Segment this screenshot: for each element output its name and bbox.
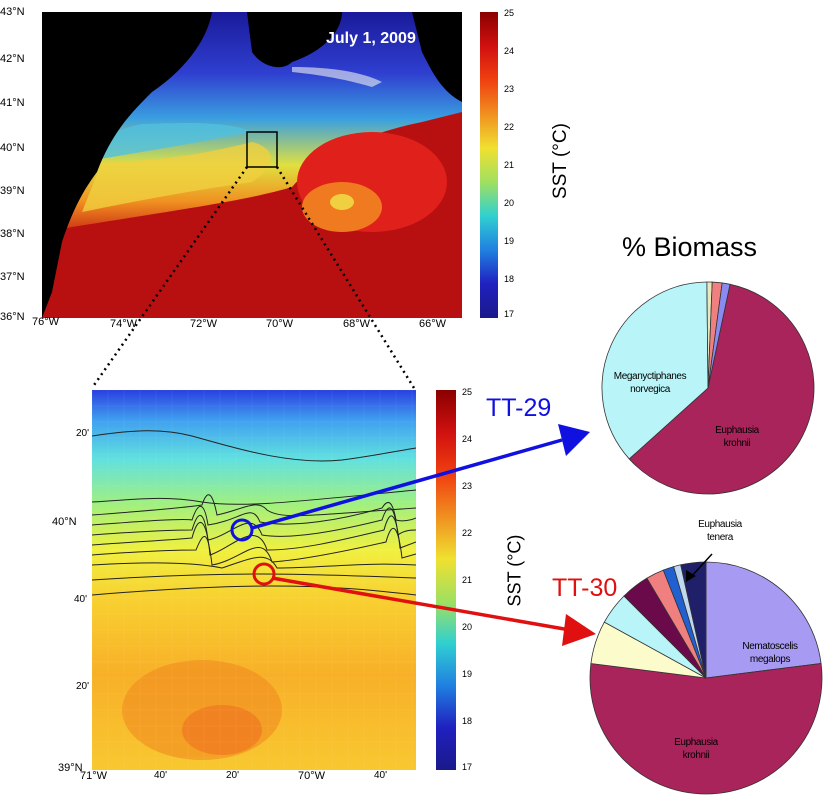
colorbar-tick: 20 bbox=[504, 198, 515, 208]
pie-tt29 bbox=[601, 281, 815, 495]
lat-tick: 42°N bbox=[0, 53, 25, 65]
colorbar-tick: 18 bbox=[504, 274, 515, 284]
pie-slice bbox=[589, 663, 823, 795]
lon-tick: 72°W bbox=[190, 318, 218, 330]
lat-tick: 38°N bbox=[0, 228, 25, 240]
colorbar-tick: 18 bbox=[462, 716, 473, 726]
lon-tick: 40' bbox=[374, 770, 388, 781]
station-label-tt29: TT-29 bbox=[486, 394, 552, 422]
label-line: Euphausia bbox=[674, 737, 718, 748]
top-colorbar-label: SST (°C) bbox=[550, 123, 571, 199]
lat-tick: 20' bbox=[76, 681, 90, 692]
colorbar-tick: 25 bbox=[462, 387, 473, 397]
lon-tick: 40' bbox=[154, 770, 168, 781]
station-label-tt30: TT-30 bbox=[552, 574, 618, 602]
label-line: Meganyctiphanes bbox=[613, 371, 687, 382]
lon-tick: 70°W bbox=[298, 770, 326, 782]
lon-tick: 68°W bbox=[343, 318, 371, 330]
zoom-map-image bbox=[91, 390, 417, 770]
zoom-sst-map bbox=[91, 390, 417, 770]
lat-tick: 39°N bbox=[58, 762, 83, 774]
pie-slice bbox=[707, 282, 731, 389]
pie-tt30 bbox=[589, 561, 823, 795]
station-tt29-marker bbox=[230, 518, 254, 542]
lat-tick: 40°N bbox=[0, 142, 25, 154]
label-line: Euphausia bbox=[715, 425, 759, 436]
label-line: tenera bbox=[707, 532, 733, 543]
label-line: krohnii bbox=[682, 750, 710, 761]
station-tt30-marker bbox=[252, 562, 276, 586]
colorbar-tick: 21 bbox=[462, 575, 473, 585]
colorbar-tick: 17 bbox=[462, 762, 473, 772]
zoom-colorbar bbox=[436, 390, 456, 770]
lon-tick: 76°W bbox=[32, 316, 60, 328]
colorbar-tick: 23 bbox=[504, 84, 515, 94]
colorbar-tick: 22 bbox=[462, 528, 473, 538]
colorbar-tick: 19 bbox=[462, 669, 473, 679]
pie-label-meganyctiphanes: Meganyctiphanes norvegica bbox=[600, 370, 700, 396]
lat-tick: 37°N bbox=[0, 271, 25, 283]
lat-tick: 40°N bbox=[52, 516, 77, 528]
colorbar-tick: 17 bbox=[504, 309, 515, 319]
lon-tick: 74°W bbox=[110, 318, 138, 330]
lon-tick: 70°W bbox=[266, 318, 294, 330]
lat-tick: 39°N bbox=[0, 185, 25, 197]
pie-label-euphausia-tenera: Euphausia tenera bbox=[680, 518, 760, 544]
lon-tick: 20' bbox=[226, 770, 240, 781]
top-map-image bbox=[42, 12, 462, 318]
lat-tick: 20' bbox=[76, 428, 90, 439]
lon-tick: 71°W bbox=[80, 770, 108, 782]
colorbar-tick: 19 bbox=[504, 236, 515, 246]
pie-label-nematoscelis: Nematoscelis megalops bbox=[720, 640, 820, 666]
map-date-label: July 1, 2009 bbox=[326, 30, 416, 47]
lat-tick: 43°N bbox=[0, 6, 25, 18]
label-line: Euphausia bbox=[698, 519, 742, 530]
lon-tick: 66°W bbox=[419, 318, 447, 330]
pie-label-euphausia-krohnii-tt29: Euphausia krohnii bbox=[702, 424, 772, 450]
label-line: norvegica bbox=[630, 384, 670, 395]
biomass-title: % Biomass bbox=[622, 232, 758, 262]
colorbar-tick: 21 bbox=[504, 160, 515, 170]
arrow-head-tt29 bbox=[558, 424, 590, 456]
top-colorbar bbox=[480, 12, 498, 318]
colorbar-tick: 22 bbox=[504, 122, 515, 132]
colorbar-tick: 23 bbox=[462, 481, 473, 491]
pie-slice bbox=[628, 283, 815, 495]
colorbar-tick: 24 bbox=[504, 46, 515, 56]
label-line: Nematoscelis bbox=[742, 641, 798, 652]
label-line: megalops bbox=[749, 654, 791, 665]
zoom-colorbar-label: SST (°C) bbox=[504, 534, 525, 607]
lat-tick: 36°N bbox=[0, 311, 25, 323]
colorbar-tick: 20 bbox=[462, 622, 473, 632]
colorbar-tick: 24 bbox=[462, 434, 473, 444]
label-line: krohnii bbox=[723, 438, 751, 449]
lat-tick: 41°N bbox=[0, 97, 25, 109]
pie-slice bbox=[705, 561, 822, 679]
pie-slice bbox=[601, 281, 709, 460]
pie-label-euphausia-krohnii-tt30: Euphausia krohnii bbox=[656, 736, 736, 762]
lat-tick: 40' bbox=[74, 594, 88, 605]
colorbar-tick: 25 bbox=[504, 8, 515, 18]
top-sst-map: July 1, 2009 bbox=[42, 12, 462, 318]
